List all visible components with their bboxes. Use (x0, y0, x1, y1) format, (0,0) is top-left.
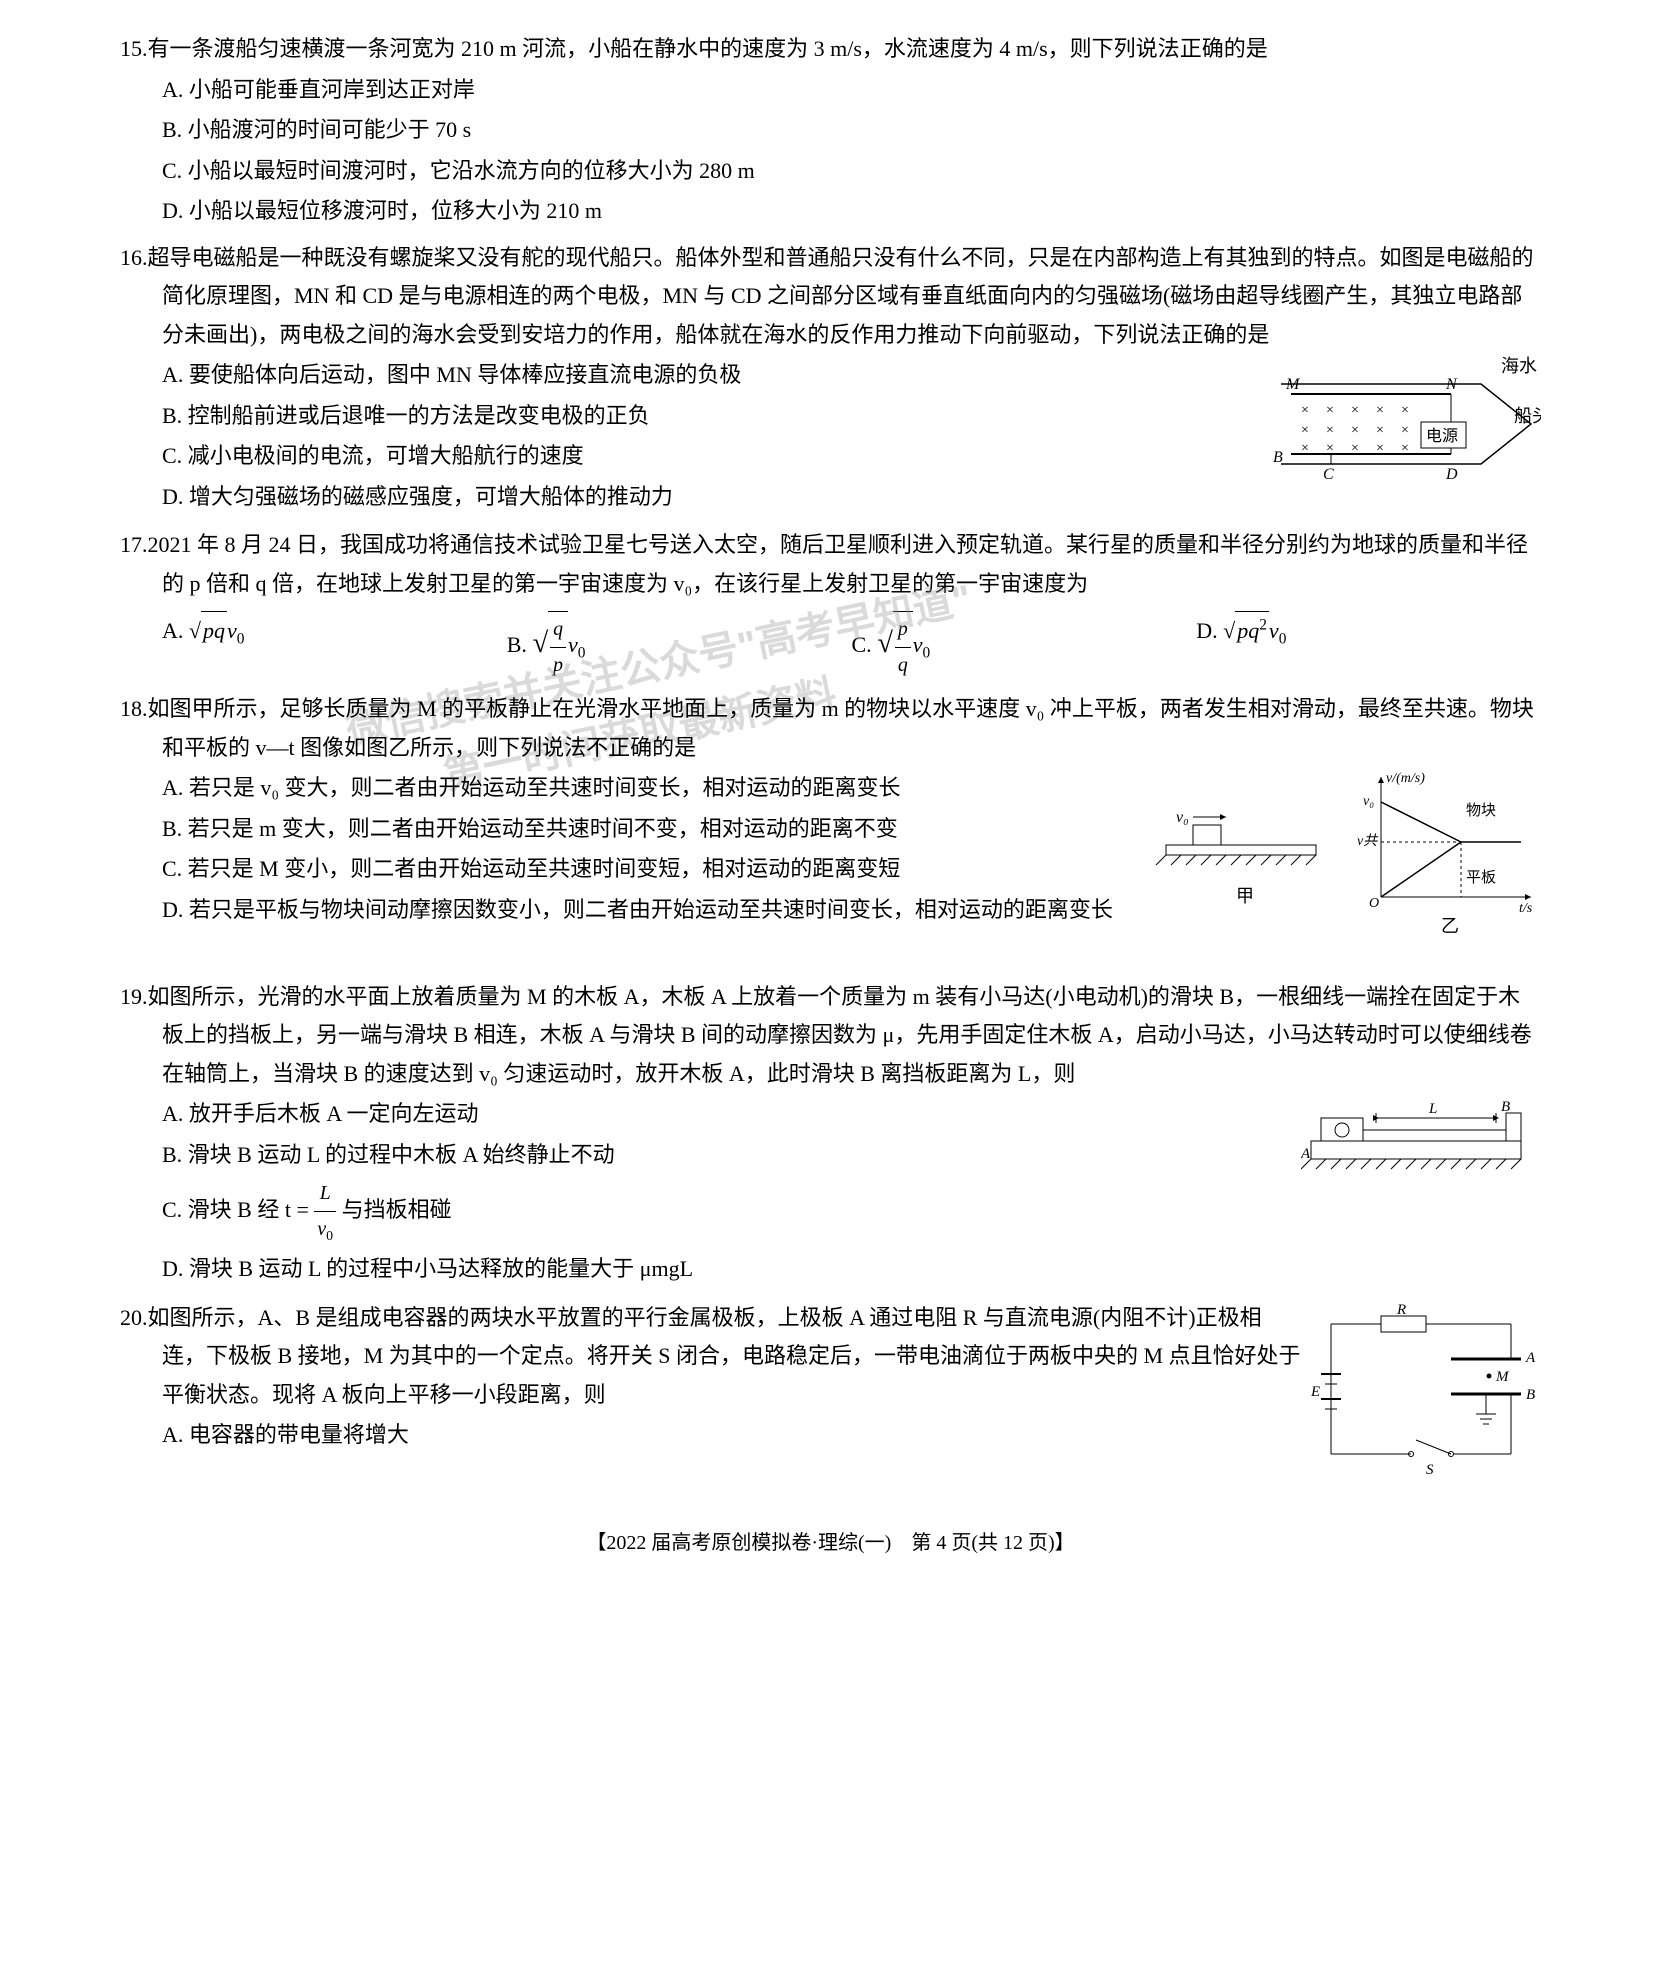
svg-text:v₀: v₀ (1363, 794, 1374, 809)
svg-text:×: × (1301, 423, 1309, 438)
q18-num: 18. (120, 696, 148, 721)
svg-text:v₀: v₀ (1176, 809, 1189, 826)
q15-opt-d: D. 小船以最短位移渡河时，位移大小为 210 m (162, 192, 1541, 231)
svg-text:×: × (1326, 423, 1334, 438)
q17-opt-a: A. √pqv0 (162, 611, 507, 682)
svg-text:物块: 物块 (1466, 802, 1496, 819)
svg-text:甲: 甲 (1236, 886, 1254, 906)
page-footer: 【2022 届高考原创模拟卷·理综(一) 第 4 页(共 12 页)】 (120, 1526, 1541, 1561)
svg-text:M: M (1285, 376, 1301, 393)
q15-options: A. 小船可能垂直河岸到达正对岸 B. 小船渡河的时间可能少于 70 s C. … (120, 71, 1541, 231)
svg-text:D: D (1445, 466, 1458, 483)
svg-text:×: × (1351, 423, 1359, 438)
q15-num: 15. (120, 36, 148, 61)
svg-text:v共: v共 (1357, 833, 1379, 849)
svg-text:B: B (1273, 449, 1283, 466)
svg-text:R: R (1396, 1304, 1406, 1318)
bow-label: 船头 (1514, 406, 1541, 426)
svg-text:×: × (1326, 441, 1334, 456)
svg-text:×: × (1376, 441, 1384, 456)
q17-num: 17. (120, 532, 148, 557)
svg-text:×: × (1301, 441, 1309, 456)
q17-stem: 2021 年 8 月 24 日，我国成功将通信技术试验卫星七号送入太空，随后卫星… (148, 532, 1529, 596)
question-15: 15.有一条渡船匀速横渡一条河宽为 210 m 河流，小船在静水中的速度为 3 … (120, 30, 1541, 231)
question-20: E R A B M S (120, 1299, 1541, 1497)
svg-text:乙: 乙 (1441, 916, 1459, 936)
q20-diagram: E R A B M S (1311, 1304, 1541, 1497)
svg-text:平板: 平板 (1466, 868, 1496, 886)
q15-opt-a: A. 小船可能垂直河岸到达正对岸 (162, 71, 1541, 110)
q19-stem: 如图所示，光滑的水平面上放着质量为 M 的木板 A，木板 A 上放着一个质量为 … (148, 984, 1532, 1086)
svg-text:×: × (1401, 441, 1409, 456)
q19-opt-d: D. 滑块 B 运动 L 的过程中小马达释放的能量大于 μmgL (162, 1250, 1541, 1289)
q19-diagram: A B L (1301, 1093, 1541, 1206)
q15-opt-c: C. 小船以最短时间渡河时，它沿水流方向的位移大小为 280 m (162, 152, 1541, 191)
svg-text:C: C (1323, 466, 1334, 483)
q17-options: A. √pqv0 B. √qpv0 C. √pqv0 D. √pq2v0 (120, 611, 1541, 682)
svg-text:×: × (1376, 403, 1384, 418)
q15-opt-b: B. 小船渡河的时间可能少于 70 s (162, 111, 1541, 150)
svg-text:A: A (1525, 1350, 1536, 1366)
q19-num: 19. (120, 984, 148, 1009)
svg-text:M: M (1495, 1369, 1510, 1385)
svg-text:×: × (1326, 403, 1334, 418)
q20-stem: 如图所示，A、B 是组成电容器的两块水平放置的平行金属极板，上极板 A 通过电阻… (148, 1305, 1301, 1407)
svg-text:×: × (1351, 403, 1359, 418)
q17-opt-d: D. √pq2v0 (1196, 611, 1541, 682)
q16-diagram: 海水 船头 M N B C D × × × × × × × × × × × × × × × 电源 (1271, 354, 1541, 517)
svg-text:×: × (1401, 423, 1409, 438)
q17-opt-c: C. √pqv0 (852, 611, 1197, 682)
svg-text:A: A (1301, 1146, 1311, 1162)
svg-text:S: S (1426, 1462, 1434, 1478)
svg-text:×: × (1351, 441, 1359, 456)
svg-text:O: O (1369, 896, 1379, 911)
q20-num: 20. (120, 1305, 148, 1330)
q17-opt-b: B. √qpv0 (507, 611, 852, 682)
svg-text:L: L (1428, 1101, 1437, 1117)
svg-text:×: × (1401, 403, 1409, 418)
svg-text:电源: 电源 (1426, 427, 1458, 445)
svg-text:t/s: t/s (1519, 901, 1533, 916)
q18-stem: 如图甲所示，足够长质量为 M 的平板静止在光滑水平地面上，质量为 m 的物块以水… (148, 696, 1534, 760)
sea-label: 海水 (1501, 356, 1537, 376)
svg-text:×: × (1376, 423, 1384, 438)
q18-diagram: v₀ 甲 v/(m/s) t/s O v₀ v共 (1151, 767, 1541, 970)
question-19: 19.如图所示，光滑的水平面上放着质量为 M 的木板 A，木板 A 上放着一个质… (120, 978, 1541, 1291)
q16-stem: 超导电磁船是一种既没有螺旋桨又没有舵的现代船只。船体外型和普通船只没有什么不同，… (148, 245, 1534, 347)
q16-num: 16. (120, 245, 148, 270)
question-17: 17.2021 年 8 月 24 日，我国成功将通信技术试验卫星七号送入太空，随… (120, 526, 1541, 682)
svg-text:B: B (1526, 1387, 1535, 1403)
svg-text:E: E (1311, 1384, 1320, 1400)
svg-text:v/(m/s): v/(m/s) (1386, 771, 1425, 786)
question-18: 18.如图甲所示，足够长质量为 M 的平板静止在光滑水平地面上，质量为 m 的物… (120, 690, 1541, 970)
svg-text:N: N (1445, 376, 1458, 393)
svg-text:×: × (1301, 403, 1309, 418)
question-16: 16.超导电磁船是一种既没有螺旋桨又没有舵的现代船只。船体外型和普通船只没有什么… (120, 239, 1541, 519)
svg-text:B: B (1501, 1099, 1510, 1115)
q15-stem: 有一条渡船匀速横渡一条河宽为 210 m 河流，小船在静水中的速度为 3 m/s… (148, 36, 1268, 61)
